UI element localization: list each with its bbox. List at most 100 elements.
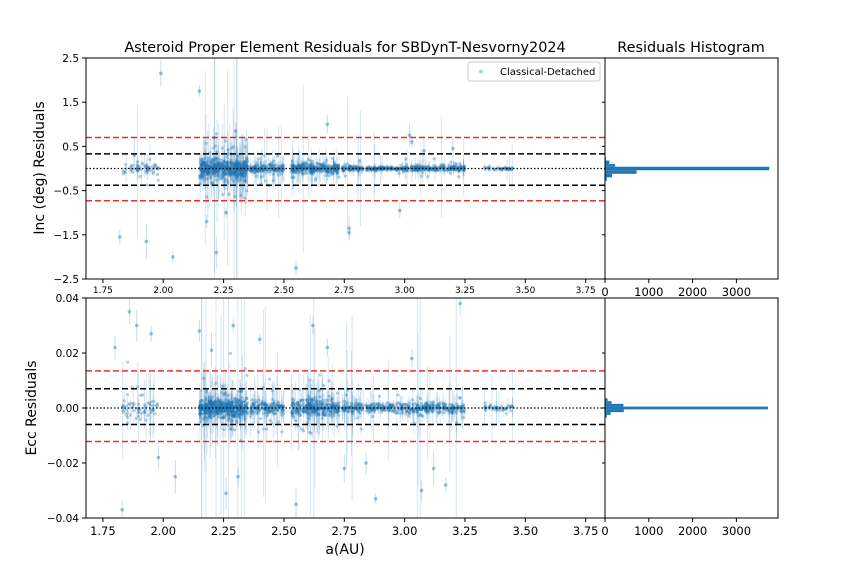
x-tick-label: 2.25: [211, 524, 237, 538]
data-point: [219, 163, 223, 167]
data-point: [240, 175, 244, 179]
data-point: [202, 161, 206, 165]
data-point: [240, 167, 245, 171]
data-point: [299, 164, 304, 168]
data-point: [321, 164, 325, 169]
data-point: [258, 168, 262, 172]
data-point: [215, 169, 219, 173]
data-point: [226, 152, 230, 156]
data-point: [240, 171, 245, 175]
data-point: [235, 165, 239, 169]
data-point: [290, 176, 294, 180]
data-point: [200, 168, 204, 172]
data-point: [224, 160, 228, 165]
data-point: [272, 166, 276, 170]
data-point: [228, 169, 232, 173]
x-tick-label: 0: [601, 285, 608, 299]
data-point: [275, 154, 280, 158]
data-point: [213, 144, 217, 148]
ecc-y-axis-label: Ecc Residuals: [24, 360, 40, 455]
data-point: [222, 172, 226, 176]
histogram-bar: [605, 412, 611, 415]
data-point: [237, 176, 242, 180]
data-point: [258, 167, 262, 172]
data-point: [219, 177, 224, 181]
data-point: [225, 162, 229, 166]
data-point: [250, 168, 255, 173]
data-point: [245, 163, 249, 167]
data-point: [214, 165, 218, 169]
data-point: [213, 162, 217, 166]
data-point: [235, 169, 239, 174]
data-point: [213, 164, 217, 168]
data-point: [255, 169, 259, 173]
data-point: [324, 170, 328, 174]
data-point: [235, 162, 239, 166]
histogram-bar: [605, 409, 624, 413]
data-point: [246, 164, 250, 168]
data-point: [241, 174, 245, 178]
data-point: [240, 165, 244, 169]
data-point: [269, 164, 273, 168]
data-point: [236, 161, 240, 166]
data-point: [257, 169, 261, 174]
data-point: [210, 161, 214, 165]
histogram-bar: [605, 401, 612, 404]
data-point: [141, 393, 145, 397]
data-point: [231, 165, 235, 169]
x-axis-label: a(AU): [325, 542, 364, 558]
histogram-bar: [605, 170, 637, 174]
data-point: [209, 164, 213, 168]
data-point: [267, 377, 272, 381]
data-point: [207, 164, 211, 168]
data-point: [206, 156, 211, 160]
data-point: [220, 170, 224, 175]
data-point: [250, 168, 254, 172]
data-point: [207, 165, 211, 169]
data-point: [219, 174, 223, 178]
data-point: [212, 165, 217, 169]
data-point: [256, 163, 260, 167]
data-point: [333, 169, 337, 174]
data-point: [225, 160, 229, 164]
data-point: [310, 171, 315, 175]
data-point: [218, 162, 222, 166]
data-point: [234, 164, 238, 169]
data-point: [331, 165, 336, 169]
data-point: [211, 172, 215, 176]
data-point: [229, 170, 233, 174]
y-tick-label: 0.5: [62, 141, 79, 153]
data-point: [212, 159, 216, 163]
data-point: [223, 169, 227, 173]
data-point: [311, 172, 315, 176]
data-point: [213, 170, 217, 175]
data-point: [223, 172, 227, 176]
data-point: [321, 165, 325, 169]
data-point: [214, 156, 219, 160]
data-point: [135, 163, 139, 167]
data-point: [332, 164, 336, 168]
data-point: [210, 164, 214, 168]
data-point: [214, 169, 218, 173]
data-point: [212, 164, 216, 168]
data-point: [227, 166, 231, 171]
data-point: [254, 167, 258, 171]
y-tick-label: 0.04: [56, 293, 80, 305]
data-point: [298, 170, 302, 174]
data-point: [216, 171, 220, 175]
data-point: [206, 172, 210, 176]
data-point: [239, 193, 243, 197]
data-point: [235, 161, 239, 165]
data-point: [234, 171, 239, 175]
data-point: [304, 163, 308, 167]
histogram-bar: [605, 406, 768, 410]
data-point: [291, 163, 295, 167]
data-point: [246, 164, 250, 168]
data-point: [221, 163, 225, 167]
data-point: [209, 158, 213, 162]
data-point: [219, 166, 223, 171]
data-point: [308, 163, 312, 167]
data-point: [219, 158, 223, 162]
data-point: [144, 163, 149, 167]
data-point: [121, 172, 125, 176]
